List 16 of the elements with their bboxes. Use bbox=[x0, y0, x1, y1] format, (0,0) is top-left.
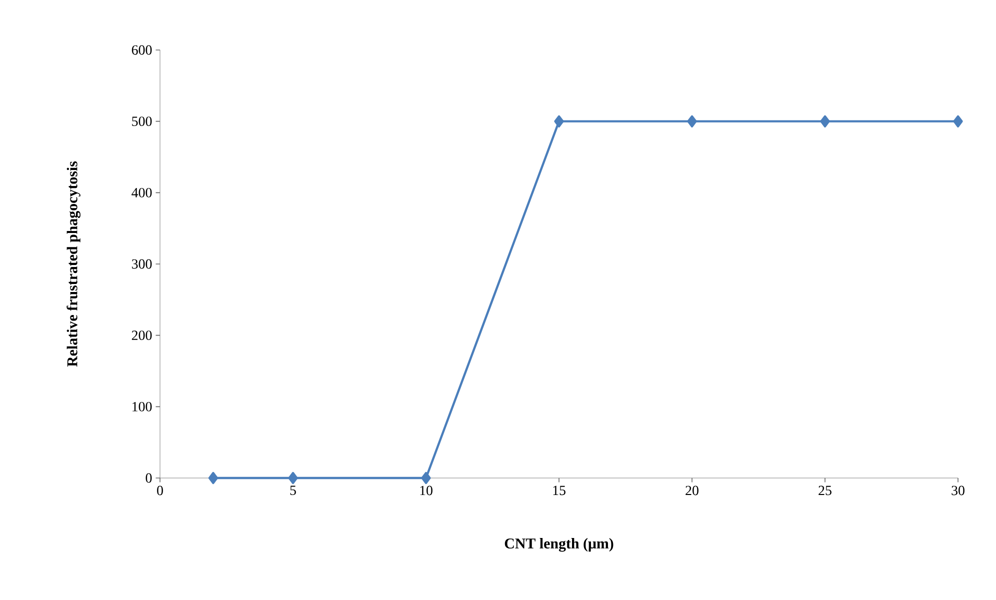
y-tick-label: 400 bbox=[132, 188, 152, 198]
x-tick-label: 10 bbox=[420, 486, 432, 496]
x-tick-label: 20 bbox=[686, 486, 698, 496]
y-tick-label: 300 bbox=[132, 259, 152, 269]
x-tick-label: 15 bbox=[553, 486, 566, 496]
x-tick-label: 30 bbox=[952, 486, 964, 496]
y-tick-label: 100 bbox=[132, 402, 152, 412]
y-tick-label: 500 bbox=[132, 116, 152, 126]
y-tick-label: 0 bbox=[146, 473, 152, 483]
y-axis-title: Relative frustrated phagocytosis bbox=[66, 161, 80, 367]
x-tick-label: 25 bbox=[818, 486, 832, 496]
x-tick-label: 0 bbox=[157, 486, 163, 496]
x-tick-label: 5 bbox=[290, 486, 296, 496]
y-tick-label: 600 bbox=[132, 45, 152, 55]
y-tick-label: 200 bbox=[132, 330, 152, 340]
x-axis-title: CNT length (μm) bbox=[504, 538, 614, 552]
